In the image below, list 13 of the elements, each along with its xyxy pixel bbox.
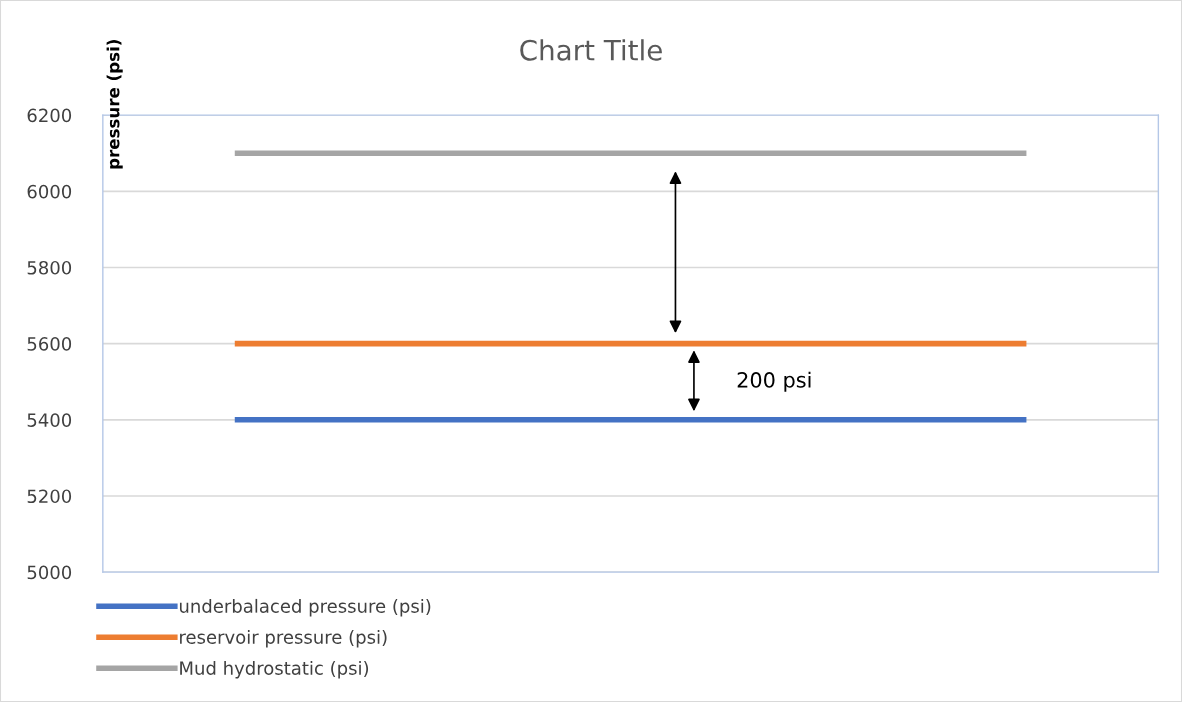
y-tick-label: 5000 — [27, 565, 72, 580]
chart-title: Chart Title — [520, 39, 662, 61]
y-tick-label: 6200 — [27, 108, 72, 123]
legend-label: Mud hydrostatic (psi) — [180, 660, 369, 679]
y-tick-label: 6000 — [27, 184, 72, 199]
y-tick-label: 5600 — [27, 337, 72, 351]
y-tick-label: 5800 — [27, 260, 72, 275]
y-tick-label: 5200 — [27, 489, 72, 504]
y-tick-label: 5400 — [27, 413, 72, 427]
legend-label: underbalaced pressure (psi) — [179, 598, 431, 617]
legend-label: reservoir pressure (psi) — [180, 629, 387, 648]
annotation: 200 psi — [737, 371, 811, 392]
y-axis-title: pressure (psi) — [106, 40, 123, 169]
